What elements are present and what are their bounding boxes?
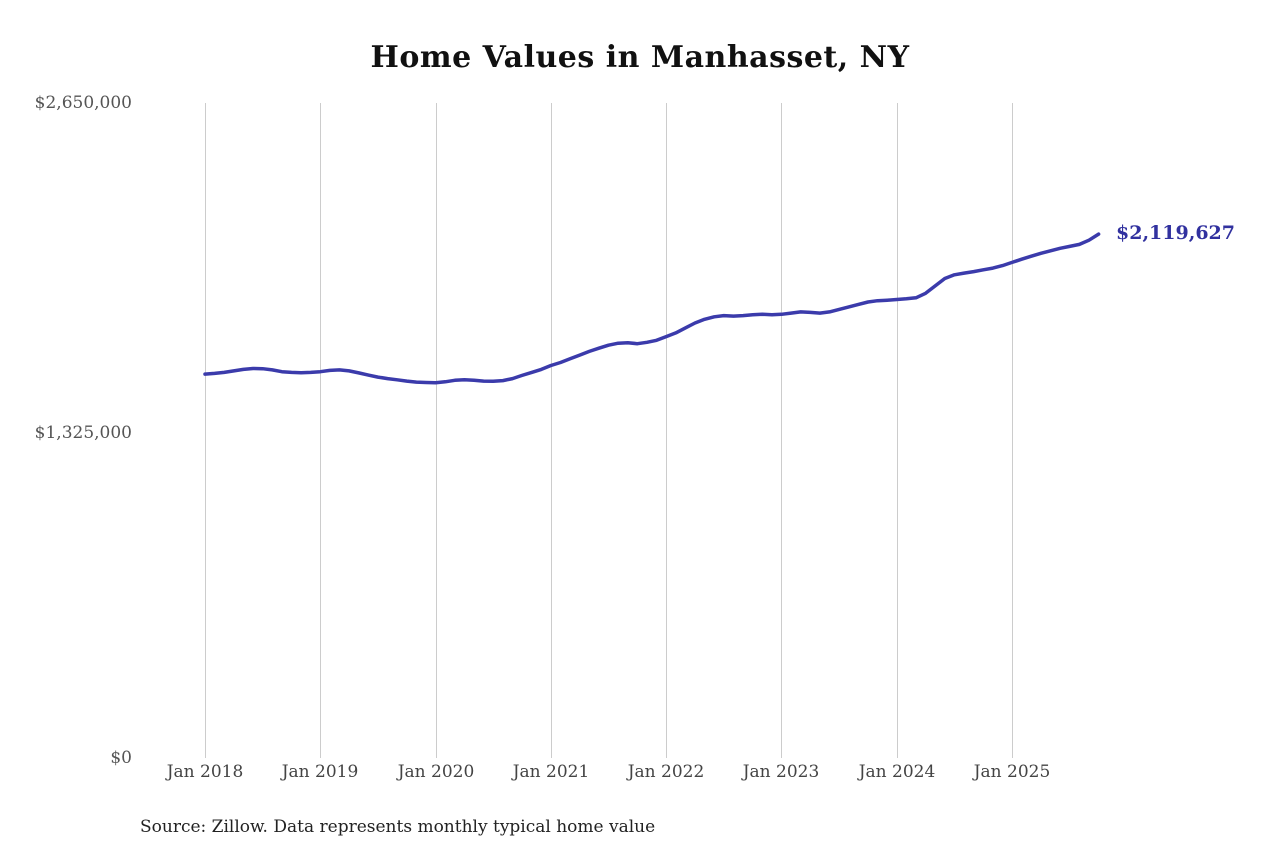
gridline-jan-2018	[205, 103, 206, 758]
gridline-jan-2024	[897, 103, 898, 758]
x-axis-label-2019: Jan 2019	[281, 762, 359, 782]
chart-title: Home Values in Manhasset, NY	[370, 40, 910, 75]
y-axis-label-middle: $1,325,000	[34, 423, 132, 443]
latest-value-label: $2,119,627	[1116, 222, 1235, 245]
x-axis-label-2021: Jan 2021	[512, 762, 590, 782]
x-axis-label-2022: Jan 2022	[627, 762, 705, 782]
gridline-jan-2022	[666, 103, 667, 758]
source-note: Source: Zillow. Data represents monthly …	[140, 817, 656, 837]
gridline-jan-2021	[551, 103, 552, 758]
gridline-jan-2025	[1012, 103, 1013, 758]
y-axis-label-top: $2,650,000	[34, 93, 132, 113]
x-axis-label-2024: Jan 2024	[858, 762, 936, 782]
gridline-jan-2020	[436, 103, 437, 758]
x-axis-label-2018: Jan 2018	[166, 762, 244, 782]
home-value-line	[203, 232, 1101, 385]
x-axis-label-2025: Jan 2025	[973, 762, 1051, 782]
y-axis-label-zero: $0	[110, 748, 132, 768]
gridline-jan-2019	[320, 103, 321, 758]
x-axis-label-2020: Jan 2020	[397, 762, 475, 782]
x-axis-label-2023: Jan 2023	[742, 762, 820, 782]
gridline-jan-2023	[781, 103, 782, 758]
